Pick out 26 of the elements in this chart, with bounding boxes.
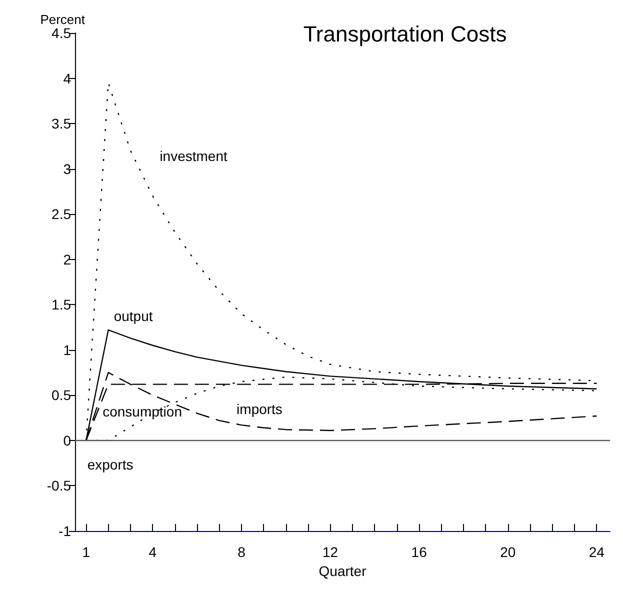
- y-tick-label: 0.5: [52, 387, 72, 404]
- y-tick-label: 2: [63, 251, 72, 268]
- y-tick-label: 3.5: [52, 116, 72, 132]
- x-tick-label: 12: [322, 544, 338, 560]
- series-label: output: [114, 308, 153, 324]
- x-tick-label: 4: [148, 544, 157, 560]
- y-tick-label: 4: [63, 70, 72, 86]
- y-tick-label: -1: [58, 523, 72, 539]
- x-tick-label: 16: [411, 544, 428, 560]
- x-tick-label: 20: [500, 544, 516, 560]
- series-label: consumption: [102, 403, 182, 420]
- chart-title: Transportation Costs: [303, 22, 507, 46]
- y-tick-label: 1.5: [52, 296, 72, 313]
- y-tick-label: -0.5: [46, 478, 72, 494]
- x-tick-label: 1: [82, 544, 90, 560]
- x-tick-label: 24: [588, 544, 605, 560]
- y-tick-label: 3: [63, 160, 72, 177]
- y-tick-label: 2.5: [52, 206, 72, 222]
- y-tick-label: 4.5: [52, 25, 72, 41]
- series-label: investment: [160, 148, 228, 164]
- x-tick-label: 8: [238, 544, 246, 560]
- series-label: exports: [87, 456, 134, 472]
- series-label: imports: [236, 401, 282, 418]
- y-axis-title: Percent: [40, 12, 86, 28]
- x-axis-title: Quarter: [318, 562, 367, 579]
- y-tick-label: 1: [63, 342, 72, 358]
